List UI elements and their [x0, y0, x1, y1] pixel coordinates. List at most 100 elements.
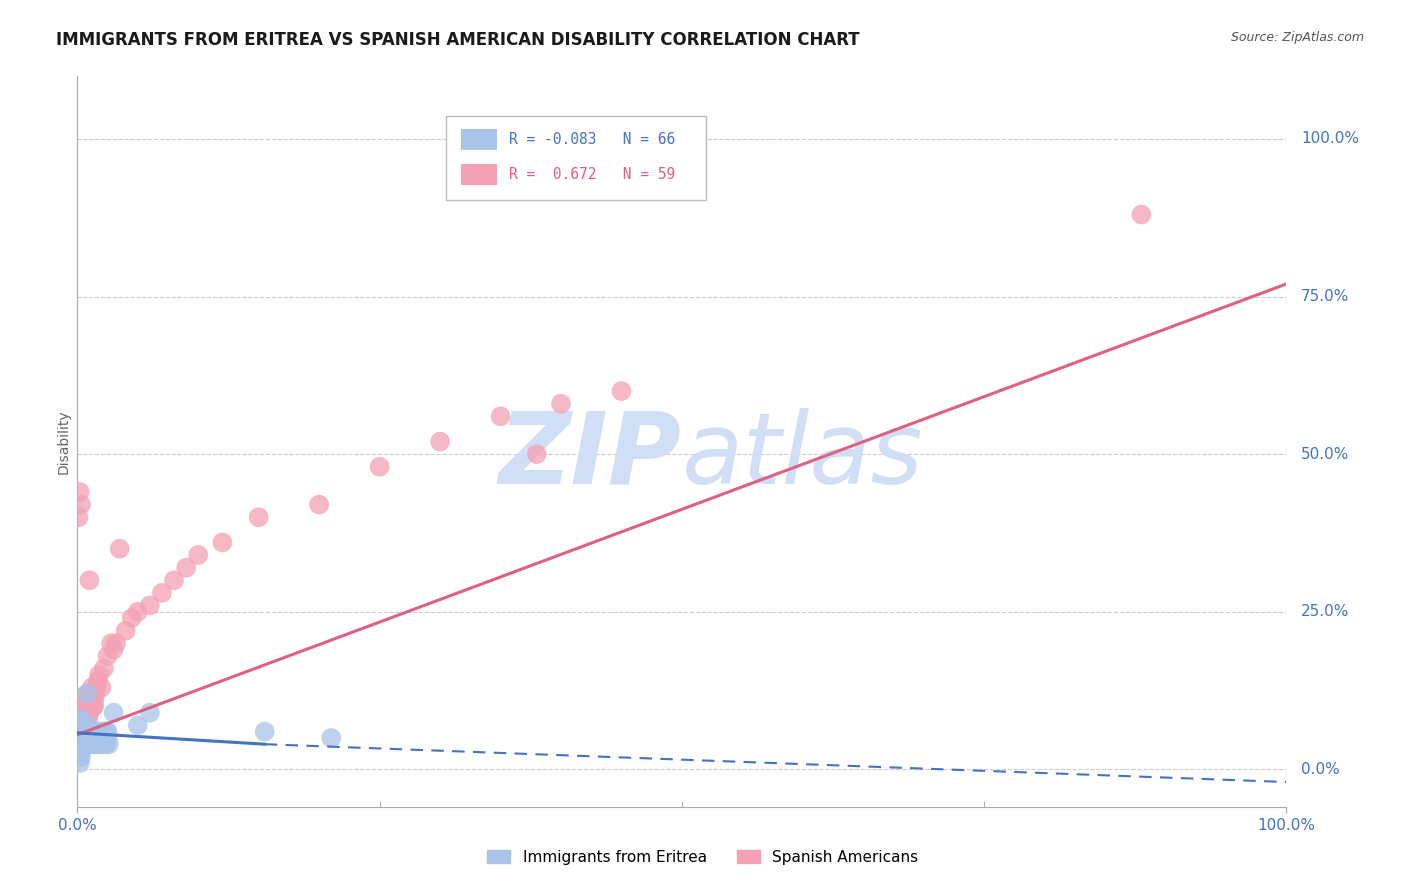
Point — [121, 611, 143, 625]
Point — [84, 731, 107, 745]
Point — [80, 737, 103, 751]
Point — [82, 687, 104, 701]
Point — [90, 681, 112, 695]
Point — [70, 731, 93, 745]
Point — [79, 699, 101, 714]
Point — [70, 718, 93, 732]
Point — [87, 724, 110, 739]
Point — [73, 731, 96, 745]
Point — [72, 718, 94, 732]
Text: ZIP: ZIP — [499, 408, 682, 505]
Point — [73, 699, 96, 714]
Point — [86, 681, 108, 695]
FancyBboxPatch shape — [446, 116, 706, 200]
Point — [79, 687, 101, 701]
Point — [75, 731, 97, 745]
Text: 25.0%: 25.0% — [1301, 604, 1350, 619]
Point — [86, 737, 108, 751]
FancyBboxPatch shape — [461, 129, 496, 150]
Point — [308, 498, 330, 512]
Point — [94, 731, 117, 745]
Point — [87, 731, 110, 745]
Point — [139, 599, 162, 613]
Point — [82, 699, 104, 714]
Point — [79, 731, 101, 745]
Point — [127, 718, 149, 732]
Point — [70, 749, 93, 764]
Point — [89, 731, 111, 745]
Point — [67, 737, 90, 751]
Point — [174, 560, 197, 574]
Point — [69, 718, 91, 732]
Point — [76, 699, 98, 714]
Point — [93, 724, 115, 739]
Point — [69, 724, 91, 739]
Point — [96, 724, 118, 739]
Point — [83, 731, 105, 745]
Point — [93, 661, 115, 675]
Point — [93, 731, 115, 745]
Text: Source: ZipAtlas.com: Source: ZipAtlas.com — [1230, 31, 1364, 45]
Point — [70, 498, 93, 512]
Point — [1130, 208, 1153, 222]
Point — [90, 737, 112, 751]
Point — [69, 485, 91, 500]
Point — [77, 731, 100, 745]
Point — [96, 737, 118, 751]
Point — [70, 718, 93, 732]
Point — [70, 712, 93, 726]
Point — [108, 541, 131, 556]
Text: 100.0%: 100.0% — [1301, 131, 1360, 146]
Point — [67, 749, 90, 764]
Point — [77, 693, 100, 707]
Point — [253, 724, 276, 739]
Text: 0.0%: 0.0% — [1301, 762, 1340, 777]
Point — [70, 731, 93, 745]
Text: 50.0%: 50.0% — [1301, 447, 1350, 462]
Point — [72, 706, 94, 720]
Point — [526, 447, 548, 461]
Point — [550, 397, 572, 411]
Point — [76, 718, 98, 732]
Point — [82, 724, 104, 739]
Point — [87, 724, 110, 739]
Point — [76, 687, 98, 701]
Point — [79, 724, 101, 739]
Point — [77, 712, 100, 726]
Point — [70, 706, 93, 720]
Point — [67, 743, 90, 757]
Point — [84, 737, 107, 751]
Point — [163, 574, 186, 588]
Point — [247, 510, 270, 524]
Point — [429, 434, 451, 449]
Point — [79, 737, 101, 751]
Point — [67, 712, 90, 726]
Point — [84, 687, 107, 701]
Point — [70, 743, 93, 757]
Point — [73, 724, 96, 739]
Point — [76, 724, 98, 739]
Point — [96, 724, 118, 739]
Point — [100, 636, 122, 650]
Point — [70, 712, 93, 726]
Y-axis label: Disability: Disability — [56, 409, 70, 474]
Point — [69, 749, 91, 764]
Point — [80, 731, 103, 745]
Point — [103, 642, 125, 657]
Point — [87, 668, 110, 682]
Point — [75, 693, 97, 707]
Point — [80, 693, 103, 707]
Point — [127, 605, 149, 619]
Point — [67, 510, 90, 524]
Point — [73, 712, 96, 726]
Point — [321, 731, 343, 745]
Text: R =  0.672   N = 59: R = 0.672 N = 59 — [509, 167, 675, 182]
Point — [96, 648, 118, 663]
Point — [105, 636, 128, 650]
Point — [139, 706, 162, 720]
Point — [77, 737, 100, 751]
Point — [79, 706, 101, 720]
Legend: Immigrants from Eritrea, Spanish Americans: Immigrants from Eritrea, Spanish America… — [481, 844, 925, 871]
Point — [94, 737, 117, 751]
Point — [87, 737, 110, 751]
